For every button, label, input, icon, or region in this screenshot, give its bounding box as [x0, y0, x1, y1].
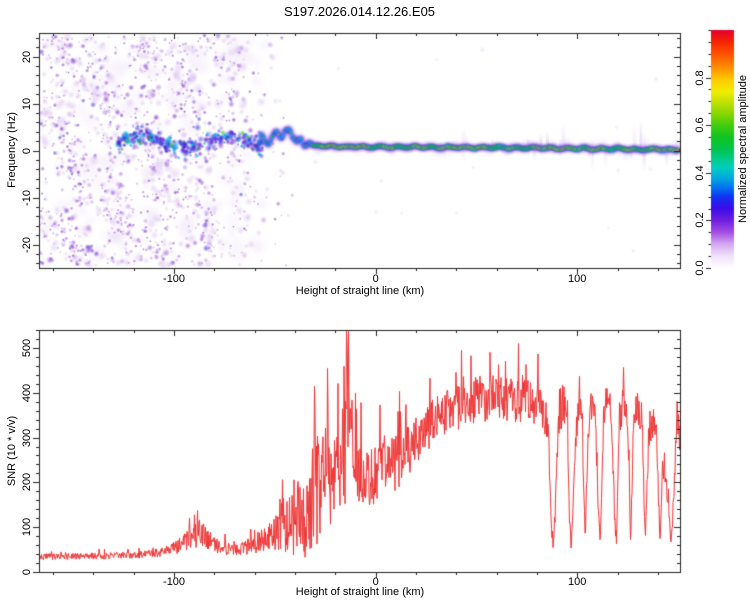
bottom-panel-x-tick-label: 0 [372, 576, 379, 588]
bottom-panel-y-tick-label: 0 [21, 568, 33, 576]
figure-title: S197.2026.014.12.26.E05 [283, 4, 436, 19]
colorbar-tick-label: 0.0 [694, 260, 706, 276]
colorbar-label: Normalized spectral amplitude [737, 75, 749, 223]
top-panel-x-tick-label: -100 [163, 273, 186, 285]
top-panel-y-tick-label: 20 [21, 50, 33, 63]
bottom-panel-y-tick-label: 100 [21, 517, 33, 537]
colorbar-tick-label: 0.6 [694, 117, 706, 133]
colorbar-tick-label: 0.8 [694, 69, 706, 86]
top-panel-y-tick-label: 10 [21, 97, 33, 110]
top-panel-y-axis-label: Frequency (Hz) [6, 112, 18, 188]
bottom-panel-y-tick-label: 400 [21, 383, 33, 402]
bottom-panel-x-tick-label: -100 [163, 576, 186, 588]
bottom-panel-y-tick-label: 200 [21, 473, 33, 492]
top-panel-y-tick-label: -20 [21, 236, 33, 253]
top-panel-x-tick-label: 0 [372, 273, 379, 285]
bottom-panel-x-axis-label: Height of straight line (km) [295, 586, 425, 598]
bottom-panel-y-axis-label: SNR (10 * v/v) [6, 415, 18, 487]
top-panel-x-axis-label: Height of straight line (km) [295, 285, 425, 297]
colorbar-tick-label: 0.4 [694, 165, 706, 181]
bottom-panel-y-tick-label: 500 [21, 338, 33, 358]
bottom-panel-x-tick-label: 100 [568, 576, 587, 588]
top-panel-x-tick-label: 100 [568, 273, 587, 285]
colorbar-tick-label: 0.2 [694, 212, 706, 229]
top-panel-y-tick-label: 0 [21, 147, 33, 154]
bottom-panel-y-tick-label: 300 [21, 428, 33, 447]
top-panel-y-tick-label: -10 [21, 189, 33, 206]
